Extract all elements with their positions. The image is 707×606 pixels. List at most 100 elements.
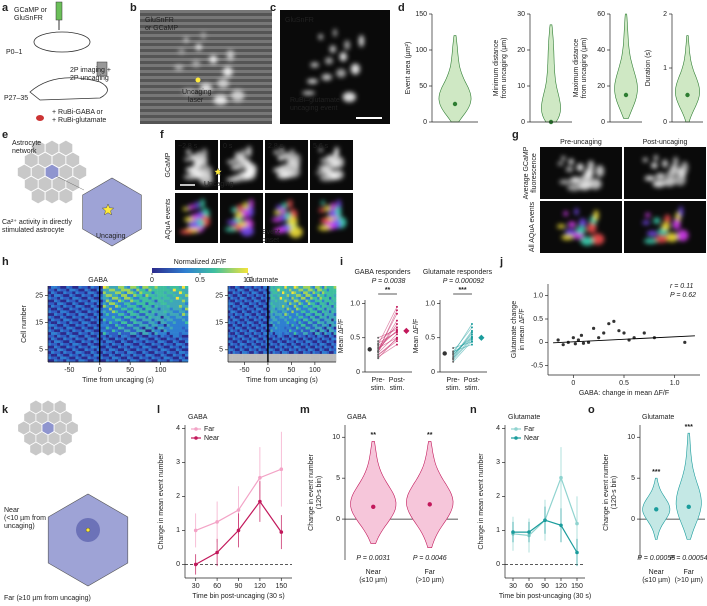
heatmap-cell (96, 310, 100, 314)
heatmap-cell (57, 332, 61, 336)
heatmap-cell (260, 288, 264, 292)
heatmap-cell (312, 307, 316, 311)
heatmap-cell (151, 348, 155, 352)
y-tick-label: 10 (332, 434, 340, 441)
heatmap-cell (172, 326, 177, 330)
heatmap-cell (272, 302, 276, 306)
heatmap-cell (142, 337, 146, 341)
heatmap-cell (133, 345, 137, 349)
heatmap-cell (277, 296, 280, 300)
heatmap-cell (296, 321, 299, 325)
heatmap-cell (239, 356, 243, 360)
heatmap-cell (251, 305, 255, 308)
heatmap-cell (51, 345, 55, 349)
heatmap-cell (230, 329, 233, 333)
heatmap-cell (178, 291, 183, 295)
heatmap-cell (124, 326, 128, 330)
heatmap-cell (54, 324, 58, 327)
heatmap-cell (169, 294, 173, 298)
heatmap-cell (251, 315, 255, 319)
heatmap-cell (60, 359, 64, 363)
x-tick-label: -50 (64, 367, 74, 374)
heatmap-cell (178, 288, 183, 292)
heatmap-cell (296, 359, 299, 363)
heatmap-cell (121, 288, 125, 292)
heatmap-cell (270, 343, 273, 346)
heatmap-cell (300, 288, 304, 292)
heatmap-cell (175, 305, 180, 308)
heatmap-cell (249, 318, 252, 322)
stripe (140, 76, 272, 79)
heatmap-cell (51, 340, 55, 344)
heatmap-cell (251, 286, 255, 289)
heatmap-cell (263, 332, 266, 336)
heatmap-cell (127, 326, 131, 330)
heatmap-cell (178, 329, 183, 333)
heatmap-cell (118, 286, 122, 289)
heatmap-cell (305, 313, 309, 317)
heatmap-cell (242, 329, 245, 333)
heatmap-cell (317, 332, 320, 336)
heatmap-cell (148, 343, 152, 346)
heatmap-cell (148, 332, 152, 336)
p-value: P = 0.0031 (356, 555, 390, 562)
heatmap-cell (277, 294, 280, 298)
heatmap-cell (253, 345, 257, 349)
heatmap-cell (169, 310, 173, 314)
heatmap-cell (51, 359, 55, 363)
heatmap-cell (303, 299, 306, 303)
heatmap-cell (90, 307, 94, 311)
heatmap-cell (96, 302, 100, 306)
pre-dot (377, 353, 380, 356)
heatmap-cell (284, 353, 287, 357)
heatmap-cell (239, 337, 243, 341)
heatmap-cell (239, 332, 243, 336)
heatmap-cell (90, 294, 94, 298)
heatmap-cell (99, 359, 103, 363)
heatmap-cell (78, 307, 82, 311)
heatmap-cell (242, 345, 245, 349)
heatmap-cell (258, 343, 262, 346)
y-axis-label: Mean ΔF/F (413, 319, 420, 354)
heatmap-cell (72, 321, 76, 325)
heatmap-cell (296, 302, 299, 306)
heatmap-cell (319, 334, 323, 338)
heatmap-cell (267, 359, 271, 363)
heatmap-cell (118, 288, 122, 292)
y-tick-label: 0 (539, 339, 543, 346)
heatmap-cell (60, 313, 64, 317)
heatmap-cell (48, 286, 52, 289)
blob (287, 156, 296, 167)
point (622, 331, 626, 335)
heatmap-cell (314, 326, 318, 330)
heatmap-cell (286, 351, 290, 355)
heatmap-cell (133, 291, 137, 295)
heatmap-cell (319, 326, 323, 330)
heatmap-cell (289, 318, 292, 322)
heatmap-cell (51, 329, 55, 333)
heatmap-cell (175, 348, 180, 352)
heatmap-cell (317, 302, 320, 306)
blob (330, 202, 336, 211)
heatmap-cell (258, 359, 262, 363)
heatmap-cell (232, 359, 236, 363)
heatmap-cell (253, 343, 257, 346)
heatmap-cell (57, 313, 61, 317)
label: Pre-uncaging (560, 139, 602, 146)
heatmap-cell (284, 345, 287, 349)
heatmap-cell (96, 356, 100, 360)
heatmap-cell (331, 353, 334, 357)
heatmap-cell (284, 329, 287, 333)
heatmap-cell (291, 305, 294, 308)
heatmap-cell (246, 334, 250, 338)
heatmap-cell (319, 321, 323, 325)
heatmap-cell (267, 302, 271, 306)
heatmap-cell (142, 302, 146, 306)
heatmap-cell (96, 334, 100, 338)
pair-line (452, 330, 473, 358)
blob (246, 163, 257, 176)
heatmap-cell (75, 296, 79, 300)
heatmap-cell (228, 334, 231, 338)
heatmap-cell (270, 332, 273, 336)
heatmap-cell (291, 337, 294, 341)
